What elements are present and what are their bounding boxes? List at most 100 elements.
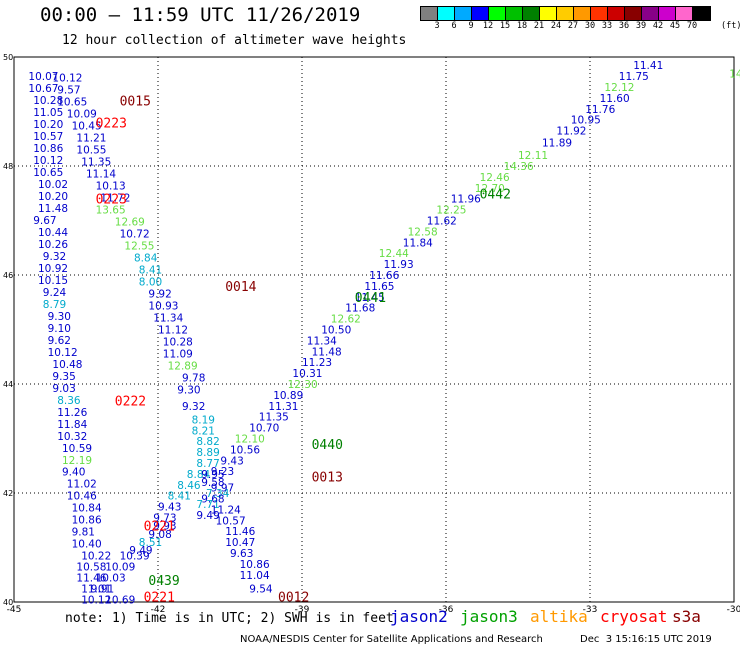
y-tick-label: 42 (3, 489, 13, 498)
swh-value: 9.10 (48, 323, 71, 335)
swh-value: 9.43 (220, 455, 243, 467)
swh-value: 11.34 (307, 335, 337, 347)
swh-value: 8.00 (139, 277, 162, 289)
swh-value: 11.62 (427, 216, 457, 228)
swh-value: 10.72 (120, 229, 150, 241)
swh-value: 10.02 (38, 179, 68, 191)
swh-value: 10.26 (38, 239, 68, 251)
swh-value: 10.28 (163, 336, 193, 348)
swh-value: 11.48 (38, 203, 68, 215)
legend-swatch (591, 7, 608, 20)
swh-value: 10.20 (38, 191, 68, 203)
swh-value: 10.59 (62, 443, 92, 455)
legend-jason2: jason2 (390, 607, 448, 626)
swh-value: 10.95 (571, 115, 601, 127)
swh-value: 10.58 (76, 562, 106, 574)
x-tick-label: -42 (151, 605, 166, 615)
legend-swatch (489, 7, 506, 20)
swh-value: 11.41 (633, 60, 663, 72)
pass-time-label: 0439 (148, 574, 179, 589)
swh-value: 10.48 (52, 359, 82, 371)
pass-time-label: 0221 (144, 520, 175, 535)
swh-value: 9.68 (201, 493, 224, 505)
swh-value: 10.09 (105, 562, 135, 574)
swh-value: 9.62 (48, 335, 71, 347)
swh-value: 9.49 (129, 545, 152, 557)
swh-value: 10.20 (33, 119, 63, 131)
x-tick-label: -39 (295, 605, 310, 615)
swh-value: 11.84 (403, 237, 433, 249)
pass-time-label: 0441 (355, 291, 386, 306)
swh-value: 10.86 (240, 559, 270, 571)
swh-value: 11.12 (158, 325, 188, 337)
legend-swatch (523, 7, 540, 20)
swh-value: 10.57 (33, 131, 63, 143)
swh-value: 9.57 (57, 85, 80, 97)
page-subtitle: 12 hour collection of altimeter wave hei… (62, 33, 407, 48)
swh-value: 10.12 (33, 155, 63, 167)
swh-value: 12.44 (379, 248, 409, 260)
swh-value: 9.32 (43, 251, 66, 263)
swh-value: 11.66 (369, 270, 399, 282)
legend-label: 9 (468, 21, 474, 31)
swh-value: 10.65 (57, 97, 87, 109)
swh-value: 8.84 (134, 253, 158, 265)
swh-value: 10.86 (72, 515, 102, 527)
swh-value: 12.30 (288, 379, 318, 391)
swh-value: 8.46 (177, 480, 201, 492)
legend-label: 24 (550, 21, 562, 31)
swh-value: 11.35 (259, 412, 289, 424)
swh-value: 10.70 (249, 423, 279, 435)
swh-value: 10.67 (28, 83, 58, 95)
swh-value: 8.21 (192, 425, 215, 437)
swh-value: 7.71 (196, 499, 219, 511)
credit-line: NOAA/NESDIS Center for Satellite Applica… (240, 634, 543, 645)
swh-value: 8.41 (168, 491, 191, 503)
swh-value: 11.46 (76, 572, 106, 584)
footnote: note: 1) Time is in UTC; 2) SWH is in fe… (65, 611, 394, 626)
swh-value: 10.57 (216, 515, 246, 527)
swh-value: 10.12 (81, 594, 111, 606)
swh-value: 11.72 (100, 193, 130, 205)
swh-value: 11.23 (302, 357, 332, 369)
swh-value: 11.24 (211, 504, 241, 516)
swh-value: 10.50 (321, 325, 351, 337)
swh-value: 10.93 (148, 301, 178, 313)
swh-value: 9.91 (91, 583, 114, 595)
swh-value: 11.26 (57, 407, 87, 419)
legend-label: 27 (567, 21, 579, 31)
swh-value: 12.55 (124, 241, 154, 253)
swh-value: 9.58 (201, 477, 224, 489)
swh-value: 12.10 (235, 434, 265, 446)
swh-value: 12.19 (62, 455, 92, 467)
swh-value: 11.89 (542, 138, 572, 150)
legend-label: 70 (686, 21, 698, 31)
pass-time-label: 0440 (312, 438, 343, 453)
legend-swatch (642, 7, 659, 20)
legend-jason3: jason3 (460, 607, 518, 626)
x-tick-label: -36 (439, 605, 454, 615)
pass-time-label: 0223 (96, 193, 127, 208)
legend-swatch (455, 7, 472, 20)
pass-time-label: 0014 (225, 280, 256, 295)
swh-value: 10.84 (72, 503, 102, 515)
pass-time-label: 0015 (120, 95, 151, 110)
swh-value: 8.82 (196, 436, 219, 448)
legend-label: 15 (499, 21, 511, 31)
swh-value: 10.12 (48, 347, 78, 359)
swh-value: 10.28 (33, 95, 63, 107)
swh-value: 12.46 (480, 172, 510, 184)
swh-value: 11.35 (81, 157, 111, 169)
swh-value: 12.11 (518, 150, 548, 162)
swh-value: 10.32 (57, 431, 87, 443)
legend-label: 33 (601, 21, 613, 31)
swh-value: 10.44 (38, 227, 68, 239)
y-tick-label: 46 (3, 271, 13, 280)
swh-value: 8.79 (43, 299, 66, 311)
plot-frame (13, 56, 735, 603)
x-tick-label: -45 (7, 605, 22, 615)
generated-timestamp: Dec 3 15:16:15 UTC 2019 (580, 634, 712, 645)
swh-value: 12.62 (331, 314, 361, 326)
swh-value: 9.32 (182, 401, 205, 413)
